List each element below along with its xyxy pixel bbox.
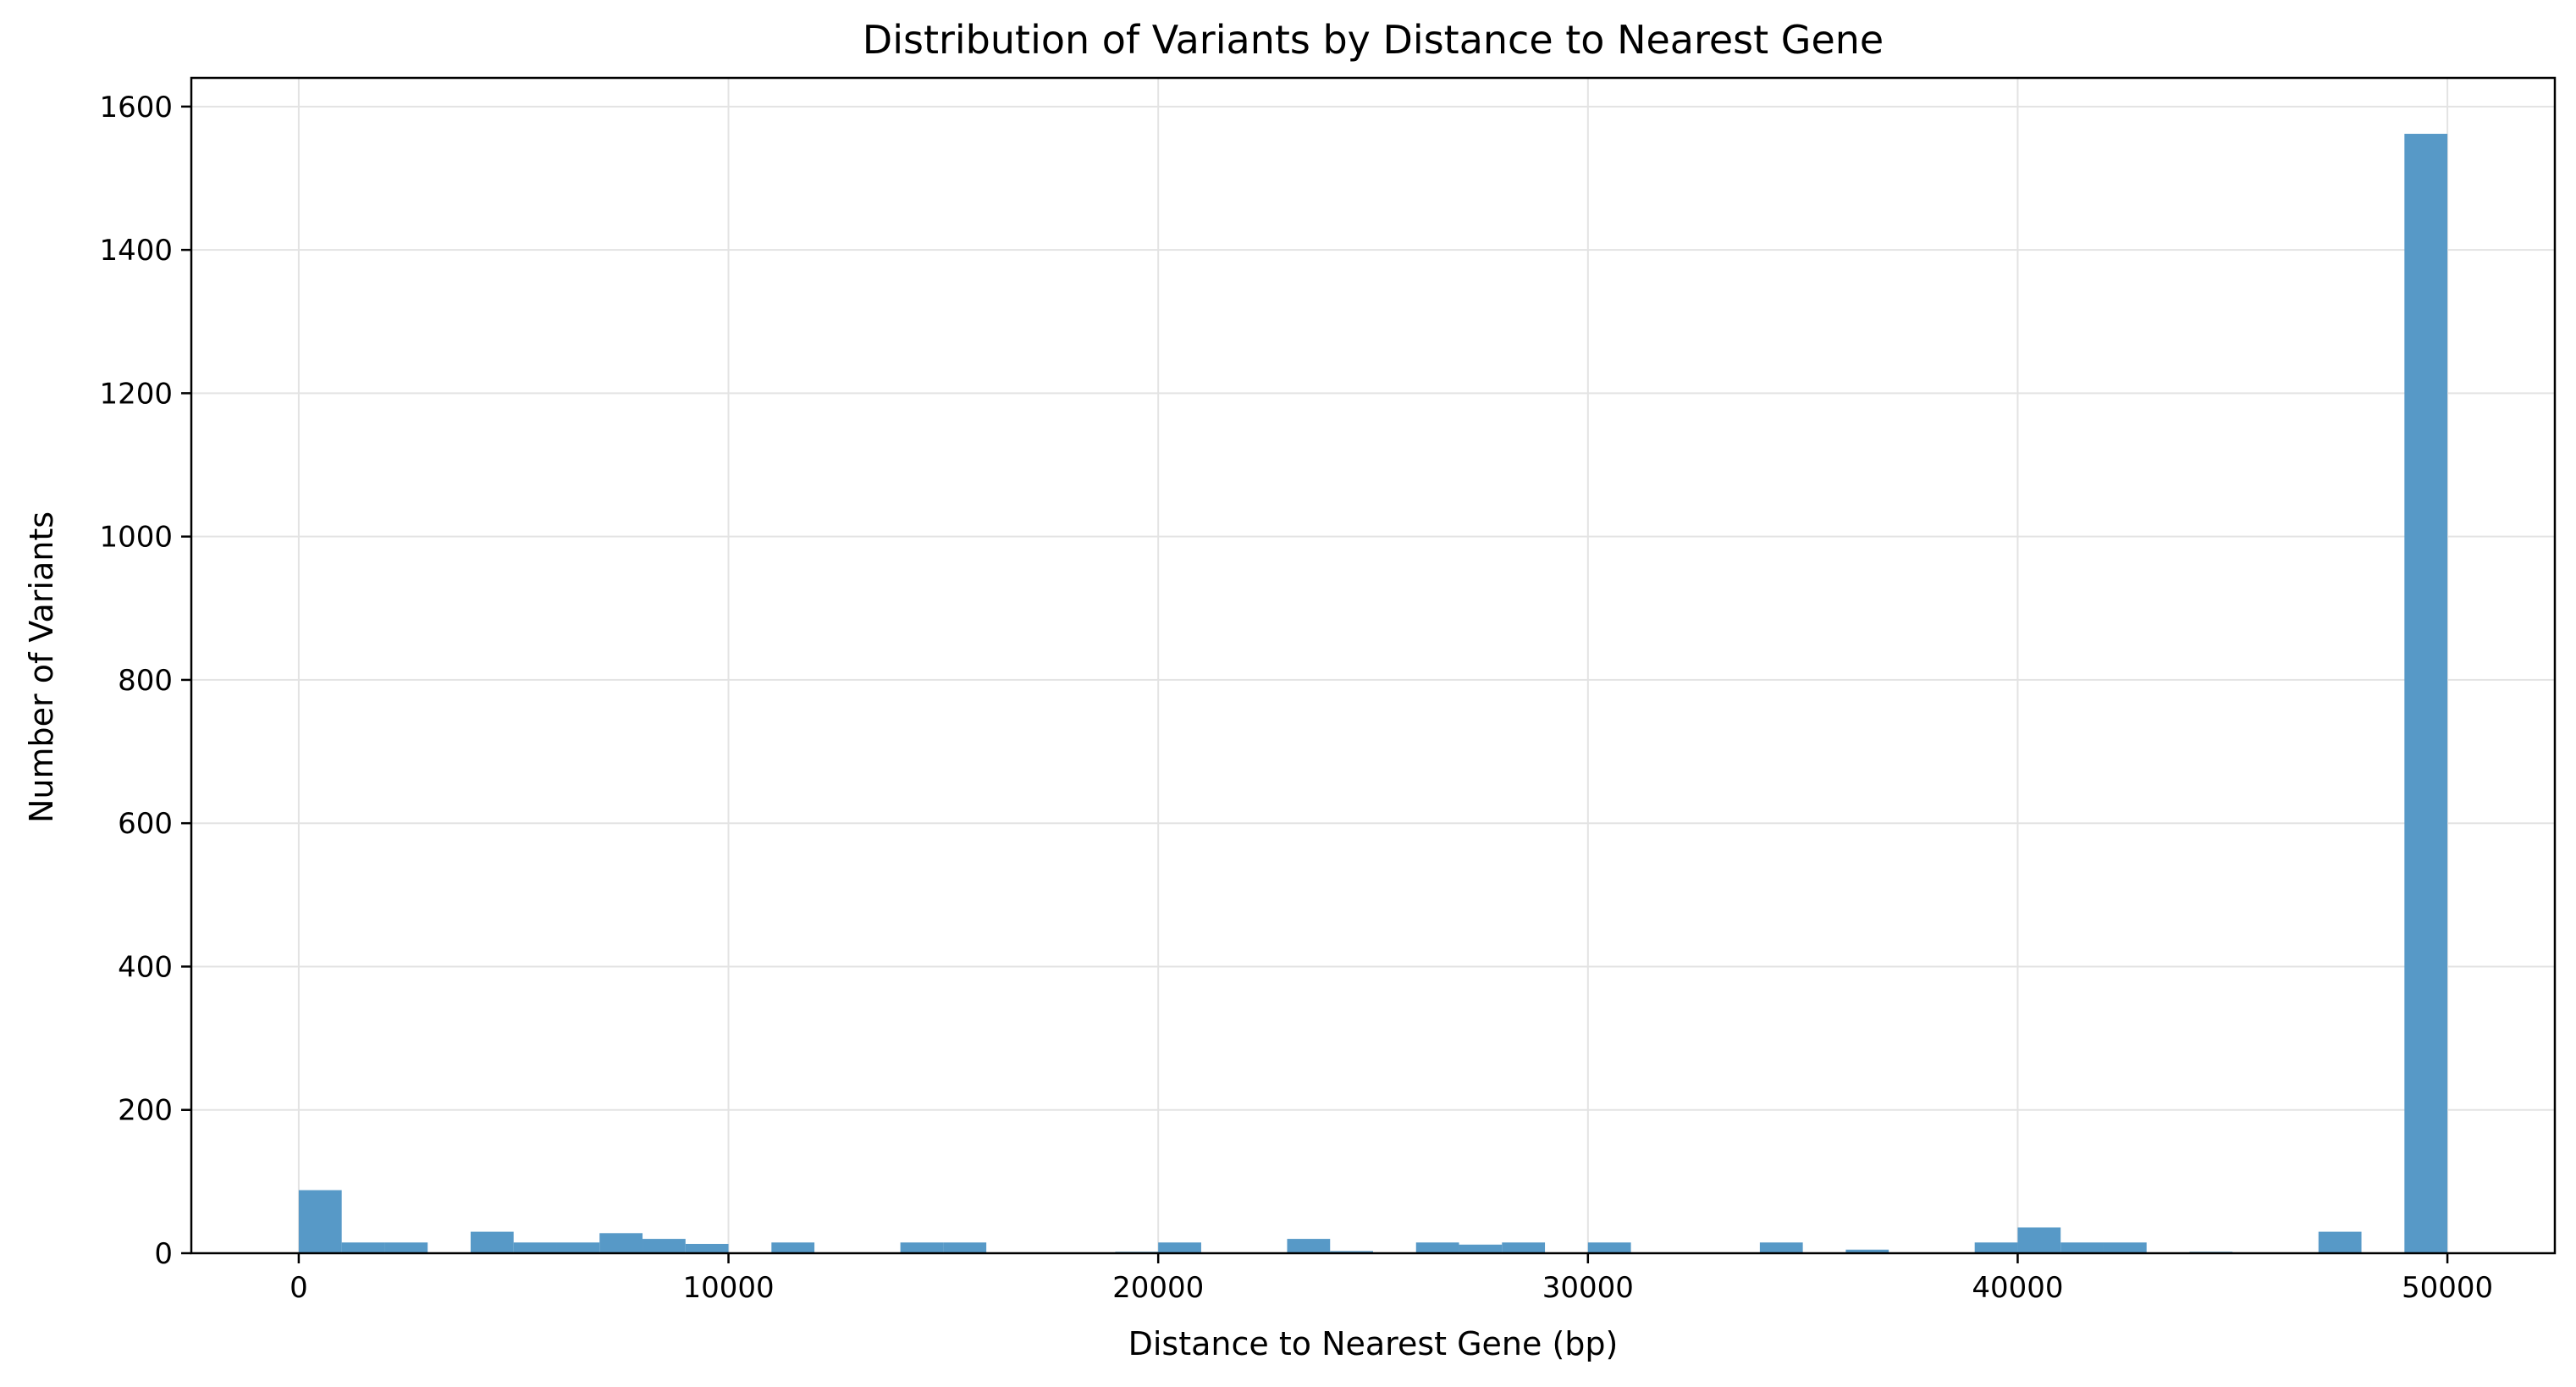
x-tick-label: 40000 xyxy=(1972,1271,2063,1305)
histogram-bar xyxy=(2017,1227,2061,1253)
histogram-bar xyxy=(470,1231,514,1253)
histogram-bar xyxy=(2103,1242,2147,1253)
histogram-bar xyxy=(384,1242,428,1253)
x-tick-label: 0 xyxy=(290,1271,308,1305)
chart-title: Distribution of Variants by Distance to … xyxy=(863,17,1884,63)
histogram-bar xyxy=(1330,1251,1373,1253)
y-tick-label: 200 xyxy=(118,1094,173,1128)
x-tick-label: 10000 xyxy=(682,1271,774,1305)
histogram-bar xyxy=(1415,1242,1459,1253)
x-tick-label: 20000 xyxy=(1112,1271,1204,1305)
histogram-bar xyxy=(1502,1242,1546,1253)
y-tick-label: 0 xyxy=(154,1237,173,1271)
histogram-bar xyxy=(943,1242,987,1253)
x-tick-label: 50000 xyxy=(2402,1271,2493,1305)
histogram-bar xyxy=(599,1233,643,1253)
y-tick-label: 1000 xyxy=(99,521,173,555)
y-tick-label: 1600 xyxy=(99,91,173,124)
y-tick-label: 400 xyxy=(118,950,173,984)
y-tick-label: 1200 xyxy=(99,377,173,411)
histogram-bar xyxy=(771,1242,815,1253)
histogram-bar xyxy=(2060,1242,2104,1253)
y-axis-label: Number of Variants xyxy=(23,511,60,823)
axis-ticks: 0 10000 20000 30000 40000 50000 0 200 400 600 800 1… xyxy=(99,91,2493,1305)
histogram-bar xyxy=(2318,1231,2362,1253)
histogram-bar xyxy=(1287,1239,1331,1253)
x-tick-label: 30000 xyxy=(1542,1271,1634,1305)
histogram-bar xyxy=(643,1239,686,1253)
y-tick-label: 600 xyxy=(118,807,173,841)
histogram-bar xyxy=(900,1242,944,1253)
histogram-bar xyxy=(685,1243,729,1253)
histogram-bar xyxy=(298,1190,342,1253)
y-tick-label: 800 xyxy=(118,664,173,698)
histogram-bar xyxy=(341,1242,385,1253)
histogram-bars xyxy=(298,134,2448,1253)
y-tick-label: 1400 xyxy=(99,234,173,268)
histogram-bar xyxy=(1158,1242,1201,1253)
histogram-bar xyxy=(1459,1244,1503,1253)
histogram-bar xyxy=(1974,1242,2018,1253)
histogram-bar xyxy=(2404,134,2448,1253)
histogram-bar xyxy=(1587,1242,1631,1253)
x-axis-label: Distance to Nearest Gene (bp) xyxy=(1128,1325,1619,1362)
histogram-bar xyxy=(556,1242,600,1253)
histogram-bar xyxy=(1845,1249,1889,1253)
histogram-bar xyxy=(513,1242,557,1253)
plot-frame xyxy=(190,76,2557,1255)
histogram-bar xyxy=(1759,1242,1803,1253)
